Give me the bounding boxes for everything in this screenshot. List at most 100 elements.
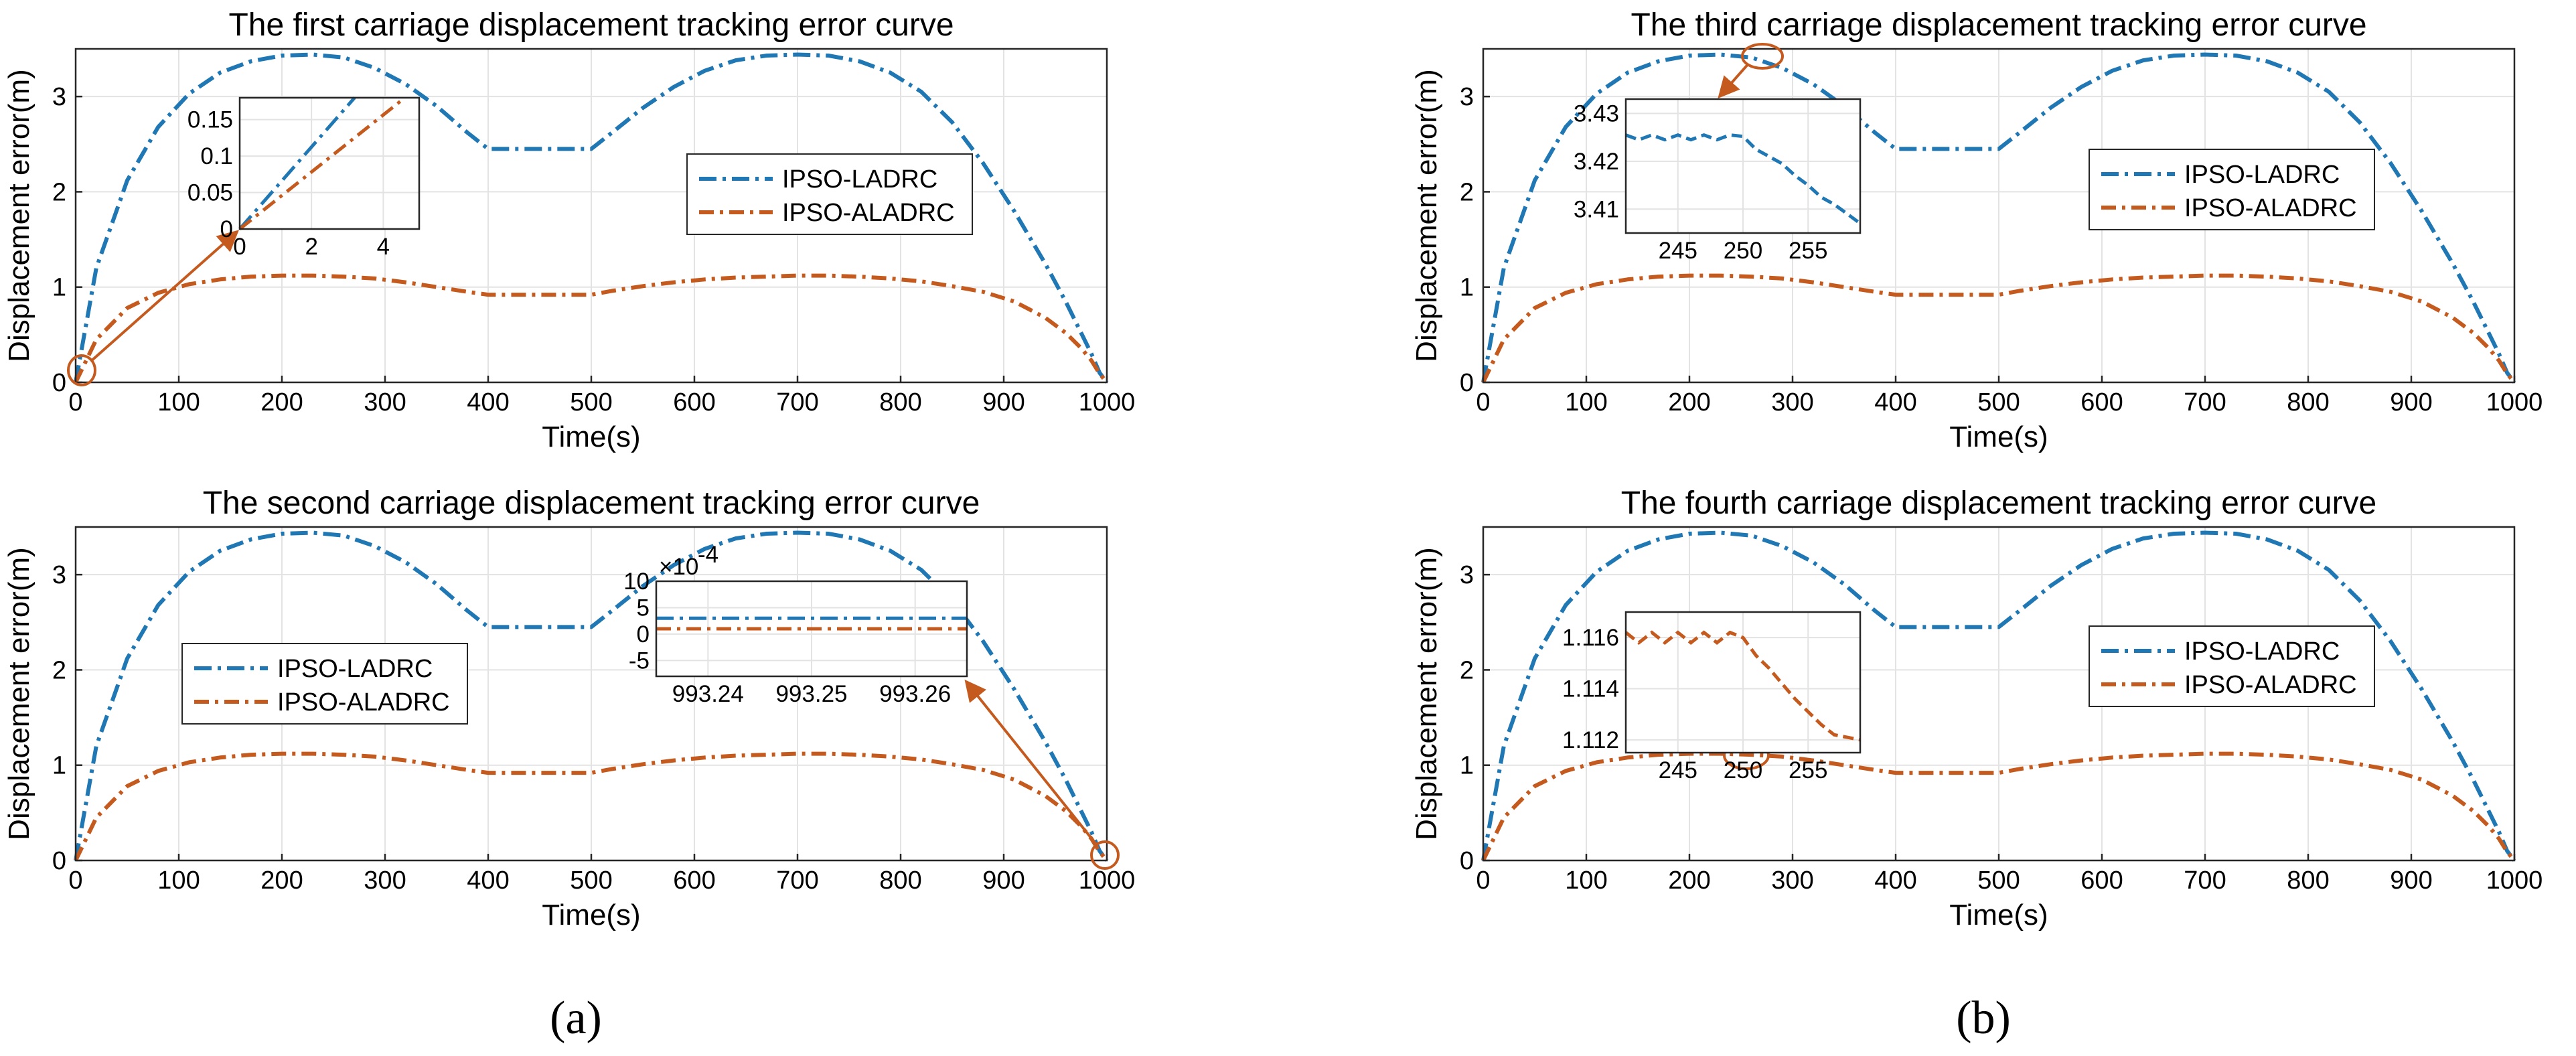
inset-y-tick-label: 0.1: [200, 143, 233, 169]
legend: IPSO-LADRC IPSO-ALADRC: [686, 153, 973, 235]
chart-title: The third carriage displacement tracking…: [1631, 7, 2366, 43]
chart-title: The second carriage displacement trackin…: [203, 485, 980, 521]
inset-series-line-ipso-aladrc: [1624, 630, 1861, 742]
zoom-arrow: [964, 679, 1098, 846]
inset-y-tick-label: 1.116: [1562, 625, 1619, 651]
x-axis-label: Time(s): [1949, 899, 2048, 931]
series-line-ipso-aladrc: [1481, 751, 2516, 862]
y-tick-label: 1: [52, 274, 66, 302]
x-tick-label: 400: [467, 388, 509, 417]
plot-frame: [74, 526, 1108, 862]
x-tick-label: 1000: [2486, 866, 2543, 895]
legend-label: IPSO-ALADRC: [2184, 194, 2357, 222]
x-tick-label: 500: [570, 388, 612, 417]
x-tick-label: 500: [1977, 866, 2020, 895]
legend-label: IPSO-LADRC: [782, 165, 937, 194]
legend: IPSO-LADRC IPSO-ALADRC: [181, 643, 468, 725]
legend-label: IPSO-ALADRC: [2184, 671, 2357, 699]
x-tick-label: 300: [364, 388, 406, 417]
x-tick-label: 0: [1476, 866, 1490, 895]
x-tick-label: 700: [2184, 388, 2226, 417]
y-tick-label: 0: [52, 847, 66, 875]
x-tick-label: 0: [68, 388, 82, 417]
x-tick-label: 800: [879, 866, 921, 895]
x-tick-label: 900: [2390, 388, 2432, 417]
y-tick-label: 0: [1460, 847, 1474, 875]
y-tick-label: 1: [1460, 274, 1474, 302]
inset-y-tick-label: 1.112: [1562, 727, 1619, 753]
y-tick-label: 2: [52, 656, 66, 684]
legend: IPSO-LADRC IPSO-ALADRC: [2089, 149, 2375, 230]
zoom-circle: [67, 354, 96, 386]
inset-y-tick-label: 0.15: [187, 107, 233, 133]
x-tick-label: 300: [1771, 388, 1813, 417]
series-line-ipso-ladrc: [74, 530, 1109, 862]
panel-label-b: (b): [1956, 992, 2011, 1044]
legend: IPSO-LADRC IPSO-ALADRC: [2089, 625, 2375, 707]
x-tick-label: 600: [2080, 866, 2123, 895]
x-tick-label: 200: [260, 388, 303, 417]
y-tick-label: 1: [52, 752, 66, 780]
inset-series-line-ipso-aladrc: [238, 96, 406, 230]
chart-title: The first carriage displacement tracking…: [228, 7, 954, 43]
inset-y-tick-label: -5: [629, 648, 650, 674]
x-axis-label: Time(s): [542, 421, 640, 453]
inset-x-tick-label: 255: [1789, 757, 1827, 783]
y-tick-label: 3: [1460, 561, 1474, 589]
x-axis-label: Time(s): [542, 899, 640, 931]
inset-y-tick-label: 3.43: [1574, 100, 1619, 127]
x-tick-label: 1000: [2486, 388, 2543, 417]
x-tick-label: 700: [776, 866, 818, 895]
x-tick-label: 900: [982, 866, 1025, 895]
x-tick-label: 600: [673, 388, 715, 417]
x-tick-label: 200: [1668, 388, 1710, 417]
inset-frame: [1624, 611, 1862, 754]
series-line-ipso-aladrc: [1481, 273, 2516, 384]
y-tick-label: 2: [1460, 656, 1474, 684]
chart-2: 0 100 200 300 400 500 600 700 800 900 10000123The …: [3, 485, 1135, 931]
y-axis-label: Displacement error(m): [1410, 69, 1443, 362]
x-tick-label: 400: [1874, 866, 1916, 895]
y-axis-label: Displacement error(m): [3, 547, 35, 840]
inset-x-tick-label: 255: [1789, 238, 1827, 264]
legend-label: IPSO-LADRC: [277, 655, 433, 683]
inset-x-tick-label: 993.26: [879, 681, 951, 707]
y-tick-label: 0: [1460, 369, 1474, 397]
inset-x-tick-label: 4: [377, 234, 390, 260]
x-tick-label: 400: [467, 866, 509, 895]
x-tick-label: 1000: [1079, 866, 1136, 895]
series-line-ipso-ladrc: [74, 52, 1109, 384]
inset-frame: [1624, 98, 1862, 234]
x-tick-label: 600: [2080, 388, 2123, 417]
inset-chart: 0 2 4 0 0.05 0.1 0.15: [187, 96, 421, 260]
inset-y-tick-label: 0: [637, 621, 650, 648]
chart-4: 0 100 200 300 400 500 600 700 800 900 1000 0 1 2 3 The …: [1410, 485, 2543, 931]
x-tick-label: 100: [157, 388, 200, 417]
inset-series-line-ipso-ladrc: [238, 96, 356, 230]
plot-frame: [1482, 48, 2516, 384]
x-tick-label: 300: [1771, 866, 1813, 895]
x-tick-label: 400: [1874, 388, 1916, 417]
inset-x-tick-label: 245: [1659, 238, 1697, 264]
inset-exponent-power: -4: [698, 542, 718, 568]
legend-label: IPSO-ALADRC: [782, 199, 955, 227]
x-tick-label: 0: [1476, 388, 1490, 417]
legend-label: IPSO-LADRC: [2184, 637, 2340, 666]
plot-frame: [74, 48, 1108, 384]
panel-label-a: (a): [550, 992, 602, 1044]
x-tick-label: 500: [570, 866, 612, 895]
inset-chart: 245 250 255 3.41 3.42 3.43: [1574, 98, 1862, 264]
x-tick-label: 200: [1668, 866, 1710, 895]
x-tick-label: 700: [776, 388, 818, 417]
legend-label: IPSO-LADRC: [2184, 161, 2340, 189]
x-tick-label: 700: [2184, 866, 2226, 895]
inset-x-tick-label: 250: [1724, 238, 1762, 264]
legend-box: [2089, 149, 2375, 230]
inset-y-tick-label: 0.05: [187, 180, 233, 206]
x-tick-label: 300: [364, 866, 406, 895]
series-line-ipso-aladrc: [74, 273, 1109, 384]
x-tick-label: 0: [68, 866, 82, 895]
inset-frame: [655, 580, 968, 678]
